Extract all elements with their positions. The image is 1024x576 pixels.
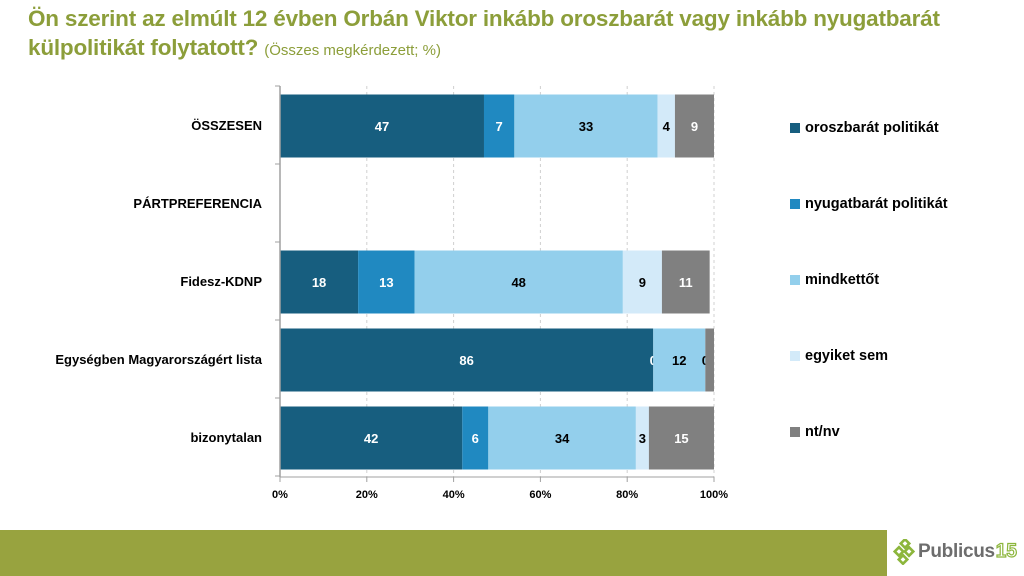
bar-segment	[483, 94, 515, 158]
logo-diamond-icon	[893, 539, 915, 565]
bar-segment	[358, 250, 415, 314]
bar-segment	[622, 250, 662, 314]
x-tick-label: 100%	[700, 489, 728, 501]
bar-segment	[653, 328, 706, 392]
x-tick-label: 40%	[443, 489, 465, 501]
legend-swatch	[790, 275, 800, 285]
legend-swatch	[790, 351, 800, 361]
data-label: 47	[375, 119, 389, 134]
legend-swatch	[790, 123, 800, 133]
logo-brand-text: Publicus	[918, 541, 995, 562]
legend-label: nyugatbarát politikát	[805, 196, 948, 212]
x-tick-label: 20%	[356, 489, 378, 501]
title-subtitle: (Összes megkérdezett; %)	[264, 42, 441, 59]
category-label: Fidesz-KDNP	[180, 274, 262, 289]
bar-segment	[635, 406, 649, 470]
data-label: 4	[663, 119, 671, 134]
category-labels: ÖSSZESEN PÁRTPREFERENCIA Fidesz-KDNP Egység…	[55, 118, 262, 445]
data-label: 11	[679, 275, 693, 290]
data-label: 86	[459, 353, 473, 368]
legend-item: nyugatbarát politikát	[790, 196, 948, 212]
stacked-bar-chart: 477334918134891186012042634315 ÖSSZESENP…	[55, 85, 728, 501]
bar-segment	[657, 94, 675, 158]
footer-band	[0, 530, 887, 576]
data-label: 9	[691, 119, 698, 134]
legend-item: oroszbarát politikát	[790, 120, 939, 136]
data-label: 42	[364, 431, 378, 446]
legend-item: egyiket sem	[790, 348, 888, 364]
x-tick-label: 60%	[529, 489, 551, 501]
bar-segment	[462, 406, 489, 470]
bar-segment	[280, 328, 654, 392]
legend-label: egyiket sem	[805, 348, 889, 364]
data-label: 33	[579, 119, 593, 134]
bars: 477334918134891186012042634315	[280, 94, 714, 470]
bar-segment	[661, 250, 710, 314]
category-label: PÁRTPREFERENCIA	[133, 196, 262, 211]
data-label: 12	[672, 353, 686, 368]
x-tick-label: 80%	[616, 489, 638, 501]
category-label: Egységben Magyarországért lista	[55, 352, 262, 367]
data-label: 7	[496, 119, 503, 134]
data-label: 3	[639, 431, 646, 446]
data-label: 18	[312, 275, 326, 290]
bar-segment	[280, 406, 463, 470]
bar-segment	[414, 250, 623, 314]
x-tick-label: 0%	[272, 489, 288, 501]
publicus-logo: Publicus 15	[893, 537, 1018, 567]
category-label: bizonytalan	[190, 430, 262, 445]
legend-swatch	[790, 427, 800, 437]
tick-labels: 0% 20% 40% 60% 80% 100%	[272, 489, 728, 501]
data-label: 13	[379, 275, 393, 290]
chart-title: Ön szerint az elmúlt 12 évben Orbán Vikt…	[28, 4, 1008, 65]
legend-label: nt/nv	[805, 424, 840, 440]
bar-segment	[488, 406, 636, 470]
bar-segment	[514, 94, 658, 158]
data-label: 15	[674, 431, 688, 446]
category-label: ÖSSZESEN	[191, 118, 262, 133]
data-label: 34	[555, 431, 570, 446]
data-label: 9	[639, 275, 646, 290]
legend-label: mindkettőt	[805, 272, 880, 288]
axes	[275, 85, 715, 482]
bar-segment	[705, 328, 714, 392]
title-main: Ön szerint az elmúlt 12 évben Orbán Vikt…	[28, 6, 940, 60]
bar-segment	[674, 94, 714, 158]
bar-segment	[280, 250, 359, 314]
legend-item: mindkettőt	[790, 272, 879, 288]
bar-segment	[280, 94, 484, 158]
data-label: 6	[472, 431, 479, 446]
data-label: 48	[511, 275, 525, 290]
bar-segment	[648, 406, 714, 470]
legend-label: oroszbarát politikát	[805, 120, 939, 136]
legend-item: nt/nv	[790, 424, 840, 440]
logo-brand-number: 15	[995, 540, 1017, 562]
legend-swatch	[790, 199, 800, 209]
